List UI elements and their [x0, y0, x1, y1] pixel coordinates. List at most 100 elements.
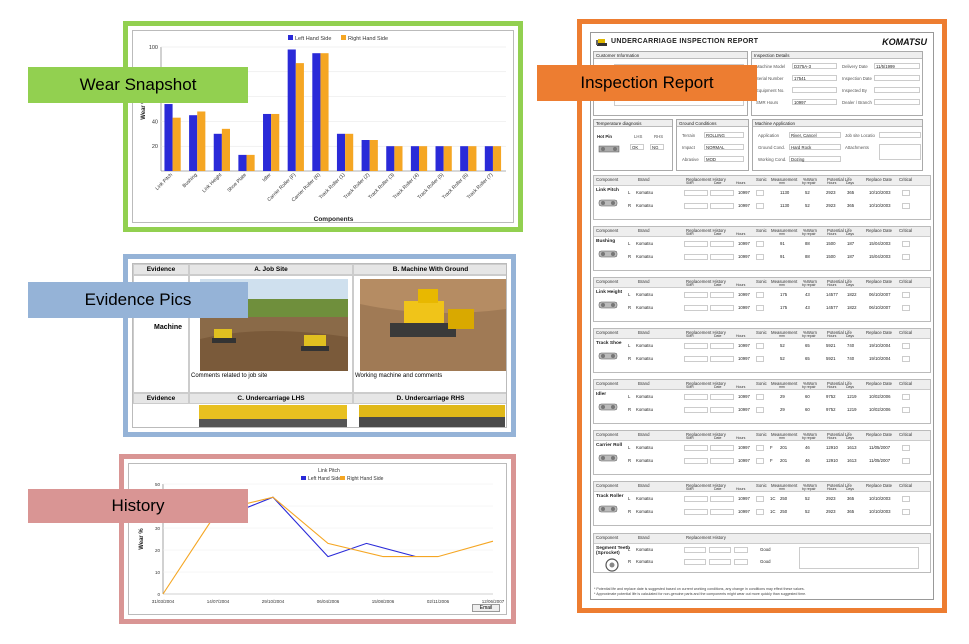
inspection-date-value[interactable] — [874, 75, 920, 81]
row-sonic-field[interactable] — [756, 509, 764, 515]
row-smr-field[interactable] — [684, 254, 708, 260]
seg-date-l[interactable] — [709, 547, 731, 553]
row-pct-worn: 60 — [805, 394, 810, 399]
row-smr-field[interactable] — [684, 203, 708, 209]
row-date-field[interactable] — [710, 407, 734, 413]
equipment-no-value[interactable] — [792, 87, 837, 93]
row-smr-field[interactable] — [684, 190, 708, 196]
row-date-field[interactable] — [710, 496, 734, 502]
h-mm: mm — [779, 283, 785, 287]
abrasive-value[interactable]: MOD — [704, 156, 744, 162]
machine-ground-photo[interactable] — [360, 279, 506, 371]
row-critical-checkbox[interactable] — [902, 445, 910, 451]
row-critical-checkbox[interactable] — [902, 203, 910, 209]
row-smr-field[interactable] — [684, 356, 708, 362]
segment-comments-field[interactable] — [799, 547, 919, 569]
row-date-field[interactable] — [710, 394, 734, 400]
job-site-location-value[interactable] — [879, 132, 921, 138]
inspected-by-value[interactable] — [874, 87, 920, 93]
row-smr-field[interactable] — [684, 343, 708, 349]
row-date-field[interactable] — [710, 356, 734, 362]
row-hours: 10997 — [738, 305, 750, 310]
row-date-field[interactable] — [710, 203, 734, 209]
row-date-field[interactable] — [710, 305, 734, 311]
row-smr-field[interactable] — [684, 305, 708, 311]
row-critical-checkbox[interactable] — [902, 305, 910, 311]
attachments-value[interactable] — [879, 144, 921, 160]
row-sonic-field[interactable] — [756, 394, 764, 400]
row-smr-field[interactable] — [684, 445, 708, 451]
row-date-field[interactable] — [710, 190, 734, 196]
row-sonic-field[interactable] — [756, 343, 764, 349]
seg-smr-l[interactable] — [684, 547, 706, 553]
row-sonic-field[interactable] — [756, 458, 764, 464]
seg-date-r[interactable] — [709, 559, 731, 565]
row-sonic-field[interactable] — [756, 445, 764, 451]
row-sonic-field[interactable] — [756, 496, 764, 502]
row-date-field[interactable] — [710, 292, 734, 298]
h-sonic: Sonic — [756, 483, 767, 488]
seg-hours-r[interactable] — [734, 559, 748, 565]
machine-model-value[interactable]: D375A-3 — [792, 63, 837, 69]
seg-smr-r[interactable] — [684, 559, 706, 565]
row-sonic-field[interactable] — [756, 254, 764, 260]
smr-hours-value[interactable]: 10997 — [792, 99, 837, 105]
row-date-field[interactable] — [710, 343, 734, 349]
row-date-field[interactable] — [710, 509, 734, 515]
row-sonic-field[interactable] — [756, 203, 764, 209]
row-date-field[interactable] — [710, 241, 734, 247]
row-critical-checkbox[interactable] — [902, 292, 910, 298]
row-smr-field[interactable] — [684, 241, 708, 247]
seg-hours-l[interactable] — [734, 547, 748, 553]
application-value[interactable]: River, Cancel — [789, 132, 841, 138]
row-date-field[interactable] — [710, 445, 734, 451]
row-critical-checkbox[interactable] — [902, 254, 910, 260]
row-critical-checkbox[interactable] — [902, 496, 910, 502]
row-date-field[interactable] — [710, 458, 734, 464]
row-brand: Komatsu — [636, 190, 653, 195]
dealer-branch-value[interactable] — [874, 99, 920, 105]
row-smr-field[interactable] — [684, 292, 708, 298]
row-critical-checkbox[interactable] — [902, 343, 910, 349]
undercarriage-lhs-photo[interactable] — [199, 405, 347, 428]
h-sonic: Sonic — [756, 330, 767, 335]
h-potential-life: Potential Life — [827, 330, 852, 335]
row-critical-checkbox[interactable] — [902, 394, 910, 400]
component-header: Component Brand Replacement History SMR Date… — [594, 380, 930, 390]
terrain-value[interactable]: ROLLING — [704, 132, 744, 138]
working-cond-value[interactable]: Dozing — [789, 156, 841, 162]
row-smr-field[interactable] — [684, 509, 708, 515]
row-sonic-field[interactable] — [756, 292, 764, 298]
lhs-value[interactable]: OK — [630, 144, 644, 150]
row-critical-checkbox[interactable] — [902, 407, 910, 413]
row-critical-checkbox[interactable] — [902, 241, 910, 247]
row-measurement: 201 — [780, 445, 788, 450]
row-sonic-field[interactable] — [756, 305, 764, 311]
row-sonic-field[interactable] — [756, 241, 764, 247]
row-smr-field[interactable] — [684, 496, 708, 502]
row-smr-field[interactable] — [684, 394, 708, 400]
serial-number-value[interactable]: 17541 — [792, 75, 837, 81]
row-critical-checkbox[interactable] — [902, 458, 910, 464]
row-sonic-field[interactable] — [756, 190, 764, 196]
delivery-date-value[interactable]: 11/5/1999 — [874, 63, 920, 69]
rhs-value[interactable]: NG — [650, 144, 664, 150]
email-button[interactable]: Email — [472, 604, 500, 612]
h-potential-life: Potential Life — [827, 432, 852, 437]
undercarriage-rhs-photo[interactable] — [359, 405, 505, 428]
row-sonic-field[interactable] — [756, 407, 764, 413]
h-pct-worn: %Worn — [803, 381, 818, 386]
h-brand: Brand — [638, 432, 650, 437]
row-critical-checkbox[interactable] — [902, 509, 910, 515]
row-date-field[interactable] — [710, 254, 734, 260]
row-sonic-field[interactable] — [756, 356, 764, 362]
row-critical-checkbox[interactable] — [902, 356, 910, 362]
row-smr-field[interactable] — [684, 407, 708, 413]
row-brand: Komatsu — [636, 445, 653, 450]
impact-value[interactable]: NORMAL — [704, 144, 744, 150]
row-smr-field[interactable] — [684, 458, 708, 464]
row-critical-checkbox[interactable] — [902, 190, 910, 196]
row-hours: 10997 — [738, 343, 750, 348]
x-tick-label: Idler — [261, 172, 272, 183]
ground-cond-value[interactable]: Hard Rock — [789, 144, 841, 150]
